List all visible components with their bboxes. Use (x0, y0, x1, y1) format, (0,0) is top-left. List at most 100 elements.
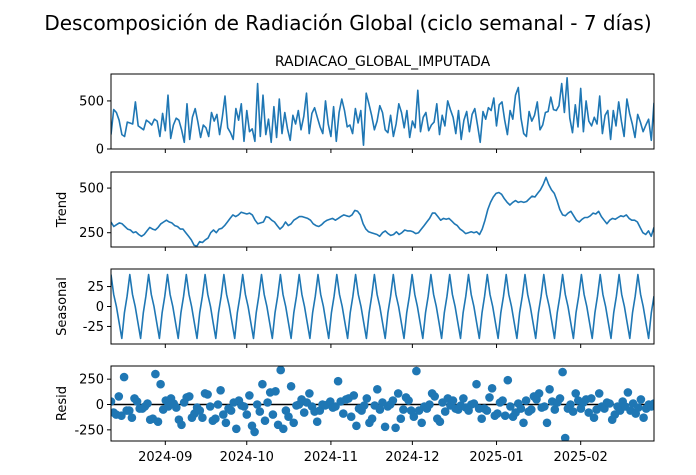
resid-point (185, 392, 194, 401)
resid-point (409, 412, 419, 422)
resid-point (649, 399, 654, 408)
panel-frame (110, 171, 655, 248)
y-tick-label: 0 (96, 398, 104, 413)
resid-point (352, 421, 361, 431)
resid-point (639, 413, 648, 423)
resid-point (333, 376, 343, 386)
x-tick-label: 2025-01 (469, 450, 523, 465)
y-tick-label: 0 (96, 143, 104, 158)
resid-point (279, 424, 288, 434)
resid-point (550, 405, 560, 414)
resid-point (260, 416, 270, 426)
resid-point (252, 400, 262, 409)
resid-point (459, 394, 468, 403)
resid-point (498, 396, 507, 405)
resid-point (540, 402, 549, 411)
panel-seasonal: -25 0 25 Seasonal (55, 268, 655, 348)
resid-point (477, 414, 487, 424)
seasonal-series-line (111, 273, 654, 340)
resid-point (289, 418, 299, 428)
resid-point (245, 391, 254, 400)
resid-point (542, 418, 552, 428)
panel-frame (110, 73, 655, 150)
resid-point (258, 379, 267, 389)
x-tick-label: 2025-02 (554, 450, 608, 465)
resid-point (500, 411, 510, 421)
resid-point (362, 394, 372, 403)
resid-point (594, 389, 604, 398)
resid-point (339, 409, 348, 418)
resid-point (359, 401, 369, 410)
resid-point (493, 409, 502, 418)
resid-point (250, 427, 259, 437)
x-tick-label: 2024-10 (220, 450, 274, 465)
resid-point (263, 398, 272, 407)
y-tick-label: 250 (79, 226, 104, 241)
resid-point (299, 408, 309, 417)
y-tick-label: 500 (79, 182, 104, 197)
resid-point (448, 396, 458, 405)
resid-point (636, 395, 646, 404)
resid-point (177, 420, 186, 430)
y-tick-label: -25 (83, 320, 104, 335)
resid-point (373, 385, 382, 394)
resid-point (213, 400, 223, 409)
resid-point (268, 410, 278, 419)
resid-point (472, 379, 481, 389)
panel-resid: -250 0 250 2024-09 2024-10 2024-11 2024-12 2025… (55, 365, 655, 465)
resid-point (425, 400, 434, 409)
resid-point (435, 417, 445, 427)
resid-point (391, 423, 400, 433)
resid-point (127, 413, 137, 423)
resid-point (119, 372, 129, 382)
resid-point (349, 391, 359, 400)
resid-point (568, 407, 578, 416)
resid-point (527, 405, 536, 414)
resid-point (412, 366, 421, 376)
resid-point (404, 396, 413, 405)
resid-point (560, 433, 570, 441)
resid-point (239, 402, 249, 411)
resid-point (255, 407, 265, 416)
resid-point (125, 406, 134, 415)
resid-point (153, 417, 163, 427)
resid-point (198, 413, 207, 423)
resid-point (558, 367, 567, 377)
resid-point (417, 418, 427, 428)
resid-point (634, 403, 643, 412)
resid-point (172, 403, 181, 412)
y-tick-label: 25 (87, 280, 104, 295)
y-axis-label: Seasonal (55, 277, 70, 336)
resid-point (534, 389, 544, 398)
resid-point (232, 424, 241, 434)
resid-point (216, 386, 225, 395)
resid-point (367, 414, 377, 424)
resid-point (388, 396, 398, 405)
resid-point (623, 388, 633, 397)
panel-observed: 0 500 RADIACAO_GLOBAL_IMPUTADA (79, 54, 655, 158)
y-tick-label: 250 (79, 373, 104, 388)
resid-point (312, 417, 322, 427)
observed-series-line (111, 77, 654, 146)
resid-point (132, 397, 142, 406)
resid-point (226, 406, 236, 415)
y-tick-label: -250 (74, 423, 104, 438)
resid-point (566, 400, 575, 409)
resid-point (271, 387, 280, 396)
resid-point (545, 385, 554, 394)
resid-point (430, 392, 440, 401)
resid-point (114, 392, 124, 401)
resid-point (589, 413, 599, 423)
resid-point (284, 412, 293, 422)
resid-point (143, 399, 152, 408)
panel-title: RADIACAO_GLOBAL_IMPUTADA (275, 54, 491, 70)
resid-point (219, 410, 228, 419)
resid-point (221, 418, 231, 428)
y-axis-label: Trend (55, 192, 70, 229)
resid-point (399, 405, 408, 414)
resid-point (521, 396, 531, 405)
resid-point (482, 406, 492, 415)
resid-point (242, 410, 252, 419)
resid-point (485, 393, 494, 402)
resid-points (111, 366, 654, 441)
